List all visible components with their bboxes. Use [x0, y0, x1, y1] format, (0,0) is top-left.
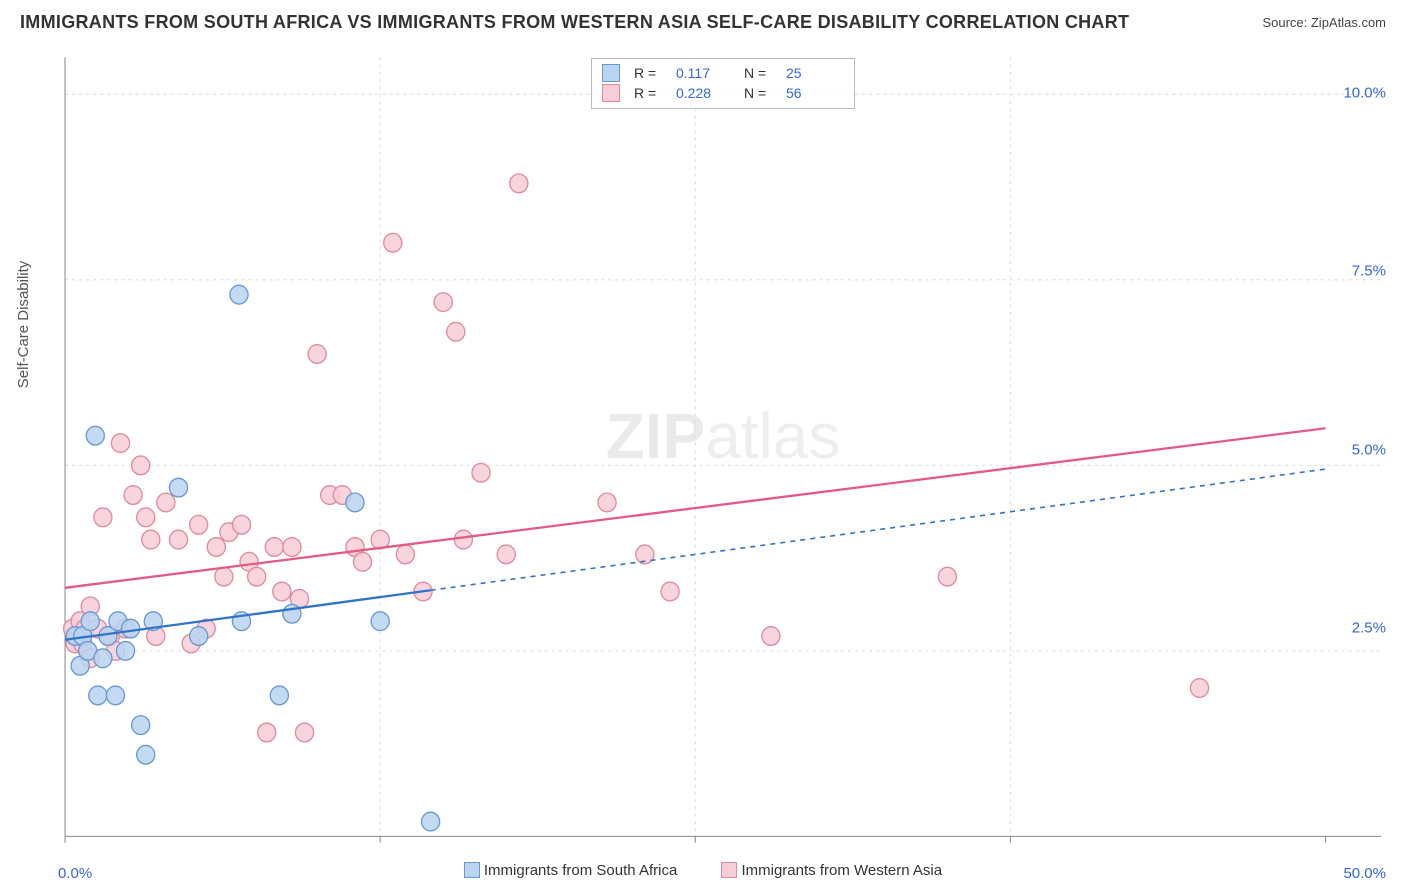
swatch-south-africa [464, 862, 480, 878]
n-label: N = [744, 63, 776, 83]
legend-item-south-africa: Immigrants from South Africa [464, 862, 677, 879]
y-tick-label: 10.0% [1343, 84, 1386, 101]
r-value-western-asia: 0.228 [676, 83, 734, 103]
r-label: R = [634, 83, 666, 103]
stats-row-western-asia: R = 0.228 N = 56 [602, 83, 844, 103]
chart-container: Self-Care Disability ZIPatlas R = 0.117 … [50, 52, 1386, 852]
scatter-plot: ZIPatlas R = 0.117 N = 25 R = 0.228 N = … [60, 52, 1386, 852]
swatch-western-asia [602, 84, 620, 102]
y-tick-label: 7.5% [1352, 263, 1386, 280]
legend-label-south-africa: Immigrants from South Africa [484, 862, 677, 879]
n-value-south-africa: 25 [786, 63, 844, 83]
r-label: R = [634, 63, 666, 83]
bottom-legend: Immigrants from South Africa Immigrants … [0, 862, 1406, 883]
page-title: IMMIGRANTS FROM SOUTH AFRICA VS IMMIGRAN… [20, 12, 1129, 33]
n-value-western-asia: 56 [786, 83, 844, 103]
r-value-south-africa: 0.117 [676, 63, 734, 83]
y-tick-label: 2.5% [1352, 620, 1386, 637]
y-tick-label: 5.0% [1352, 441, 1386, 458]
legend-label-western-asia: Immigrants from Western Asia [741, 862, 942, 879]
legend-item-western-asia: Immigrants from Western Asia [721, 862, 942, 879]
swatch-south-africa [602, 64, 620, 82]
source-label: Source: ZipAtlas.com [1262, 15, 1386, 30]
stats-legend-box: R = 0.117 N = 25 R = 0.228 N = 56 [591, 58, 855, 109]
y-axis-label: Self-Care Disability [15, 261, 32, 389]
stats-row-south-africa: R = 0.117 N = 25 [602, 63, 844, 83]
n-label: N = [744, 83, 776, 103]
swatch-western-asia [721, 862, 737, 878]
